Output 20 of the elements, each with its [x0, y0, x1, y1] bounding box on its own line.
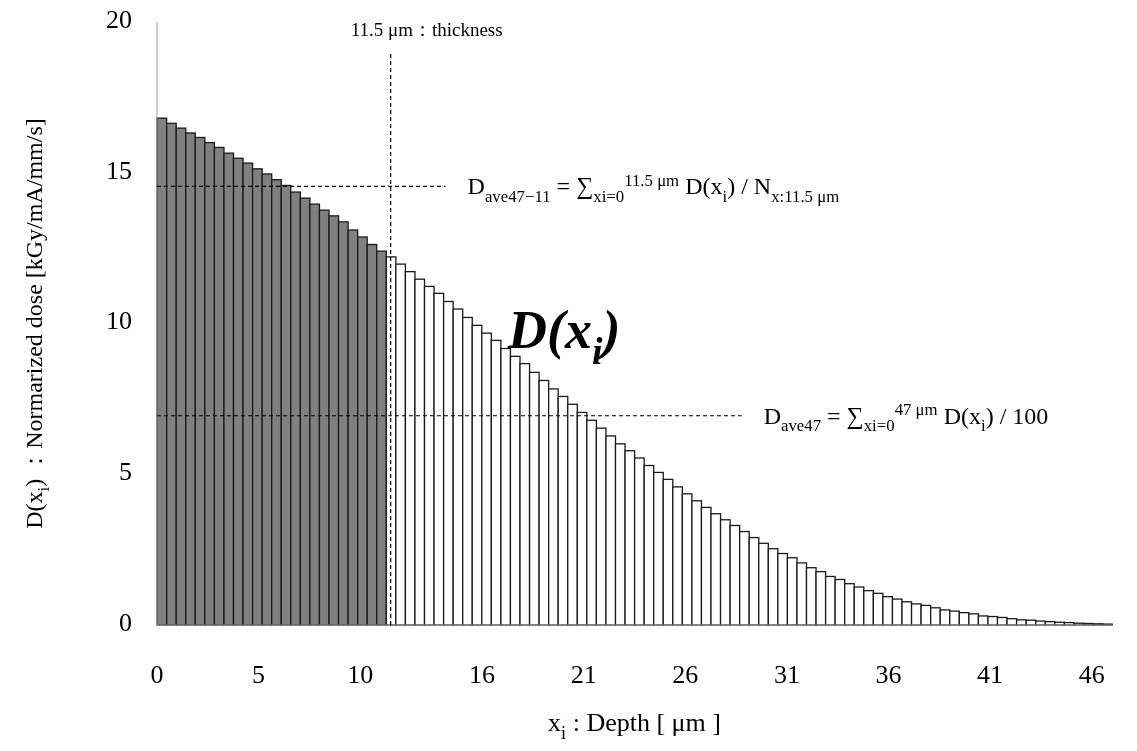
y-tick-label: 0 [119, 607, 132, 637]
annotation: D(x$_{i}$) [507, 300, 621, 373]
x-tick-label: 0 [150, 660, 164, 689]
x-tick-label: 21 [570, 660, 597, 689]
x-tick-label: 31 [773, 660, 800, 689]
x-tick-label: 5 [252, 660, 266, 689]
y-tick-label: 5 [119, 457, 132, 487]
text: D$_{ave47−11}$ = ∑$_{xi=0}$$^{11.5 μm}$ D(x$_{i}$) / N$_{x:11.5 μm}$ [467, 170, 840, 206]
y-tick-label: 15 [106, 155, 132, 185]
x-tick-label: 36 [875, 660, 902, 689]
ref-line-label: 11.5 μm：thickness [350, 19, 503, 40]
y-tick-label: 10 [106, 306, 132, 336]
y-tick-label: 20 [106, 4, 132, 34]
x-tick-label: 26 [672, 660, 699, 689]
x-tick-label: 10 [347, 660, 374, 689]
x-tick-label: 46 [1078, 660, 1105, 689]
x-axis-title: x$_{i}$ : Depth [ μm ] [548, 708, 721, 743]
x-tick-label: 16 [469, 660, 496, 689]
x-tick-label: 41 [977, 660, 1004, 689]
annotation: D$_{ave47}$ = ∑$_{xi=0}$$^{47 μm}$ D(x$_{i}$) / 100 [763, 400, 1049, 435]
